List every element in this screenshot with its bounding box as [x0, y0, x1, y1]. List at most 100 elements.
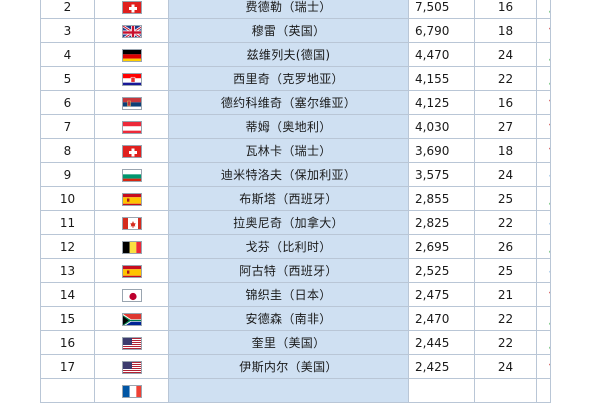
- flag-cell: [94, 162, 169, 187]
- points-cell: 6,790: [408, 18, 475, 43]
- tournaments-cell: 24: [474, 42, 537, 67]
- points-cell: 4,155: [408, 66, 475, 91]
- player-name-cell: [168, 378, 409, 403]
- points-cell: 3,575: [408, 162, 475, 187]
- tournaments-cell: 16: [474, 90, 537, 115]
- points-cell: 4,030: [408, 114, 475, 139]
- arrow-up-icon: ▲: [549, 313, 550, 326]
- flag-cell: [94, 306, 169, 331]
- arrow-up-icon: ▲: [549, 241, 550, 254]
- tournaments-cell: 22: [474, 66, 537, 91]
- canada-flag-icon: [121, 216, 142, 230]
- rank-cell: 9: [40, 162, 95, 187]
- table-row: [40, 378, 551, 403]
- usa-flag-icon: [121, 360, 142, 374]
- flag-cell: [94, 66, 169, 91]
- rank-cell: 2: [40, 0, 95, 19]
- points-cell: 2,470: [408, 306, 475, 331]
- arrow-up-icon: ▲: [549, 193, 550, 206]
- tournaments-cell: 22: [474, 210, 537, 235]
- arrow-up-icon: ▲: [549, 1, 550, 14]
- points-cell: 2,425: [408, 354, 475, 379]
- flag-cell: [94, 114, 169, 139]
- uk-flag-icon: [121, 24, 142, 38]
- points-cell: 2,695: [408, 234, 475, 259]
- rank-cell: 14: [40, 282, 95, 307]
- rank-cell: 6: [40, 90, 95, 115]
- flag-cell: [94, 42, 169, 67]
- flag-cell: [94, 258, 169, 283]
- rank-change-cell: ▼2: [536, 354, 551, 379]
- player-name-cell: 蒂姆（奥地利）: [168, 114, 409, 139]
- rank-change-cell: ▲2: [536, 234, 551, 259]
- player-name-cell: 瓦林卡（瑞士）: [168, 138, 409, 163]
- rankings-body: 2费德勒（瑞士）7,50516▲13穆雷（英国）6,79018▼14兹维列夫(德…: [40, 0, 551, 403]
- flag-cell: [94, 210, 169, 235]
- rank-change-cell: ▲9: [536, 186, 551, 211]
- arrow-down-icon: ▼: [549, 289, 550, 302]
- spain-flag-icon: [121, 192, 142, 206]
- tournaments-cell: 26: [474, 234, 537, 259]
- rank-change-cell: [536, 378, 551, 403]
- flag-cell: [94, 282, 169, 307]
- japan-flag-icon: [121, 288, 142, 302]
- rank-cell: 8: [40, 138, 95, 163]
- rank-change-cell: ▲2: [536, 42, 551, 67]
- germany-flag-icon: [121, 48, 142, 62]
- points-cell: 4,125: [408, 90, 475, 115]
- no-change-dash-icon: –: [549, 168, 550, 182]
- arrow-down-icon: ▼: [549, 25, 550, 38]
- rank-change-cell: ▼4: [536, 282, 551, 307]
- tournaments-cell: 25: [474, 186, 537, 211]
- rank-change-cell: ▼4: [536, 138, 551, 163]
- rank-cell: 11: [40, 210, 95, 235]
- arrow-down-icon: ▼: [549, 361, 550, 374]
- flag-cell: [94, 90, 169, 115]
- flag-cell: [94, 234, 169, 259]
- arrow-up-icon: ▲: [549, 73, 550, 86]
- rank-cell: 12: [40, 234, 95, 259]
- rank-cell: 13: [40, 258, 95, 283]
- rank-change-cell: –: [536, 258, 551, 283]
- tournaments-cell: 24: [474, 162, 537, 187]
- points-cell: 2,825: [408, 210, 475, 235]
- south-africa-flag-icon: [121, 312, 142, 326]
- player-name-cell: 布斯塔（西班牙）: [168, 186, 409, 211]
- player-name-cell: 费德勒（瑞士）: [168, 0, 409, 19]
- tournaments-cell: 25: [474, 258, 537, 283]
- rank-cell: [40, 378, 95, 403]
- points-cell: 7,505: [408, 0, 475, 19]
- switzerland-flag-icon: [121, 144, 142, 158]
- points-cell: 2,525: [408, 258, 475, 283]
- no-change-dash-icon: –: [549, 264, 550, 278]
- arrow-up-icon: ▲: [549, 49, 550, 62]
- rank-change-cell: –: [536, 210, 551, 235]
- no-change-dash-icon: –: [549, 216, 550, 230]
- tournaments-cell: 21: [474, 282, 537, 307]
- tournaments-cell: 18: [474, 18, 537, 43]
- rank-change-cell: ▲2: [536, 66, 551, 91]
- tournaments-cell: 27: [474, 114, 537, 139]
- arrow-down-icon: ▼: [549, 121, 550, 134]
- points-cell: 2,445: [408, 330, 475, 355]
- rank-cell: 17: [40, 354, 95, 379]
- arrow-down-icon: ▼: [549, 97, 550, 110]
- rankings-table-wrapper: 2费德勒（瑞士）7,50516▲13穆雷（英国）6,79018▼14兹维列夫(德…: [40, 0, 551, 403]
- rank-change-cell: ▲17: [536, 306, 551, 331]
- serbia-flag-icon: [121, 96, 142, 110]
- flag-cell: [94, 378, 169, 403]
- tournaments-cell: 18: [474, 138, 537, 163]
- rank-change-cell: ▼1: [536, 90, 551, 115]
- arrow-up-icon: ▲: [549, 337, 550, 350]
- rankings-table: 2费德勒（瑞士）7,50516▲13穆雷（英国）6,79018▼14兹维列夫(德…: [40, 0, 551, 403]
- player-name-cell: 拉奥尼奇（加拿大）: [168, 210, 409, 235]
